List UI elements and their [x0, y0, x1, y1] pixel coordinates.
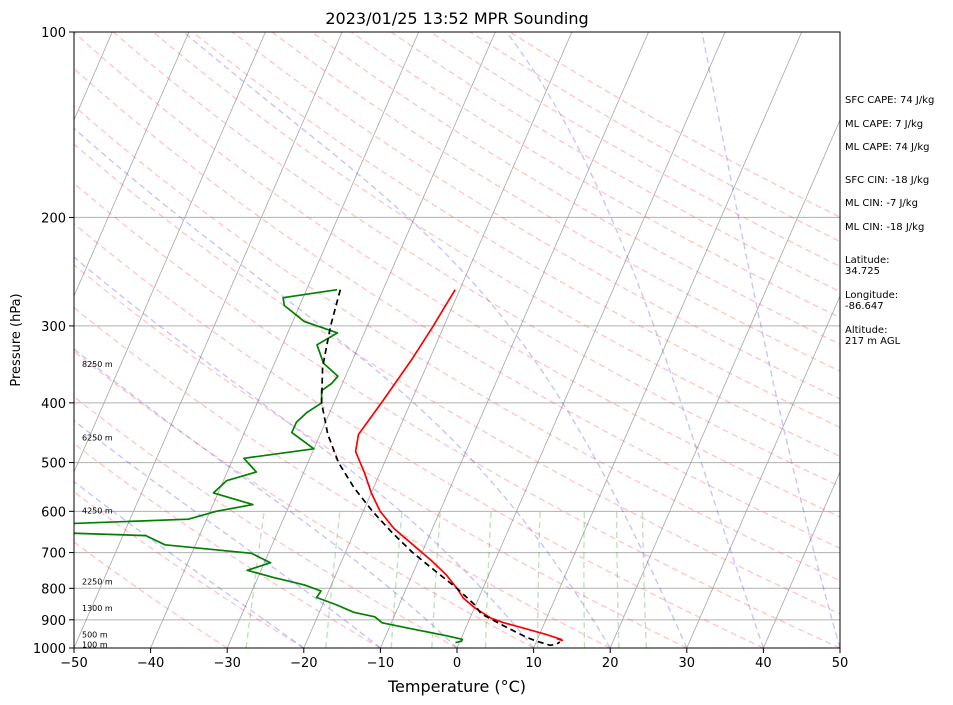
ml-cape-text-1: ML CAPE: 7 J/kg: [845, 119, 924, 130]
height-label: 8250 m: [82, 360, 113, 369]
dry-adiabat-line: [74, 442, 381, 648]
dry-adiabat-line: [74, 143, 840, 615]
parcel-line: [320, 289, 561, 647]
ml-cin-text-1: ML CIN: -7 J/kg: [845, 198, 918, 209]
x-tick-label: 40: [755, 656, 772, 671]
x-tick-label: −20: [290, 656, 317, 671]
height-label: 1300 m: [82, 604, 113, 613]
y-tick-label: 1000: [33, 642, 66, 657]
moist-adiabat-line: [74, 348, 458, 648]
dry-adiabat-line: [74, 395, 458, 648]
height-label: 2250 m: [82, 578, 113, 587]
moist-adiabat-line: [74, 256, 535, 648]
x-tick-label: 10: [525, 656, 542, 671]
x-tick-label: 20: [602, 656, 619, 671]
isotherm-line: [533, 32, 803, 648]
y-tick-label: 500: [41, 457, 66, 472]
height-label: 500 m: [82, 631, 108, 640]
isotherm-line: [609, 118, 840, 648]
isotherm-line: [303, 32, 573, 648]
dry-adiabat-line: [311, 32, 840, 345]
moist-adiabat-line: [183, 32, 688, 648]
x-axis-label: Temperature (°C): [387, 677, 526, 696]
isotherm-line: [763, 470, 840, 648]
dry-adiabat-line: [74, 306, 611, 648]
plot-background: [74, 32, 840, 648]
x-tick-label: 0: [453, 656, 461, 671]
y-tick-label: 800: [41, 582, 66, 597]
y-tick-label: 900: [41, 614, 66, 629]
y-tick-label: 400: [41, 397, 66, 412]
x-tick-label: 50: [832, 656, 849, 671]
longitude-text: Longitude: -86.647: [845, 290, 899, 312]
isotherm-line: [74, 32, 266, 474]
isotherm-line: [686, 294, 840, 648]
dry-adiabat-line: [74, 264, 688, 648]
background-lines: [74, 32, 840, 648]
y-tick-label: 700: [41, 547, 66, 562]
axes: −50 −40 −30 −20 −10 0 10 20 30 40 50 100 200 300 400 50…: [33, 26, 848, 671]
height-label: 6250 m: [82, 434, 113, 443]
y-tick-label: 300: [41, 320, 66, 335]
dry-adiabat-line: [74, 491, 305, 648]
latitude-text: Latitude: 34.725: [845, 255, 890, 277]
y-tick-label: 600: [41, 505, 66, 520]
temperature-line: [354, 289, 564, 642]
moist-adiabat-line: [505, 32, 765, 648]
altitude-text: Altitude: 217 m AGL: [845, 325, 901, 347]
isotherm-line: [74, 32, 343, 648]
moist-adiabat-line: [74, 127, 611, 648]
dry-adiabat-line: [74, 32, 840, 518]
y-tick-label: 200: [41, 211, 66, 226]
height-label: 100 m: [82, 640, 108, 649]
x-tick-label: −50: [60, 656, 87, 671]
sfc-cape-text: SFC CAPE: 74 J/kg: [845, 95, 935, 106]
moist-adiabat-line: [74, 419, 381, 648]
x-tick-label: −30: [213, 656, 240, 671]
isotherm-line: [226, 32, 496, 648]
moist-adiabat-line: [74, 480, 305, 648]
sfc-cin-text: SFC CIN: -18 J/kg: [845, 175, 930, 186]
ml-cape-text-2: ML CAPE: 74 J/kg: [845, 142, 930, 153]
dry-adiabat-line: [152, 32, 840, 458]
dry-adiabat-line: [74, 350, 534, 648]
isotherm-line: [456, 32, 726, 648]
x-tick-label: −40: [137, 656, 164, 671]
dry-adiabat-line: [74, 182, 840, 648]
isotherm-line: [74, 32, 190, 298]
isotherm-line: [380, 32, 649, 648]
dry-adiabat-line: [74, 67, 840, 550]
y-axis-label: Pressure (hPa): [9, 293, 24, 386]
x-tick-label: −10: [367, 656, 394, 671]
dry-adiabat-line: [192, 32, 840, 429]
moist-adiabat-line: [701, 32, 840, 648]
height-label: 4250 m: [82, 506, 113, 515]
x-tick-label: 30: [679, 656, 696, 671]
ml-cin-text-2: ML CIN: -18 J/kg: [845, 222, 925, 233]
dry-adiabat-line: [74, 105, 840, 582]
data-lines: [74, 288, 564, 647]
dry-adiabat-line: [271, 32, 840, 372]
dewpoint-line: [74, 288, 464, 644]
mixing-ratio-line: [245, 511, 265, 648]
y-tick-label: 100: [41, 26, 66, 41]
isotherm-line: [150, 32, 420, 648]
chart-title: 2023/01/25 13:52 MPR Sounding: [325, 9, 588, 28]
